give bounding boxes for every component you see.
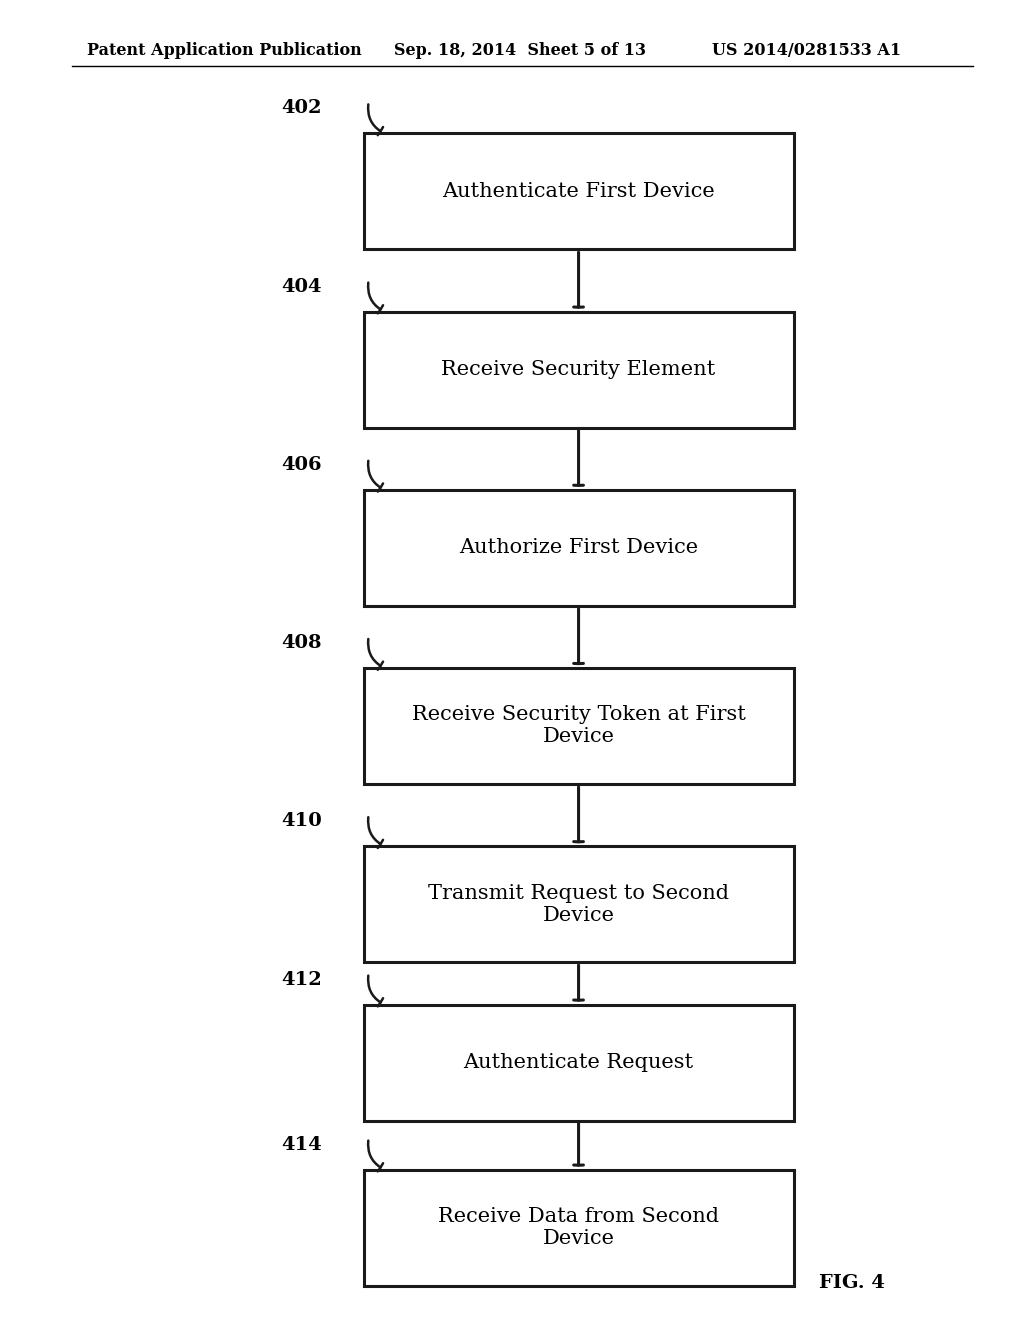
- Text: Receive Security Token at First
Device: Receive Security Token at First Device: [412, 705, 745, 747]
- Bar: [364, 846, 794, 962]
- Text: Authorize First Device: Authorize First Device: [459, 539, 698, 557]
- Bar: [364, 1005, 794, 1121]
- Text: Receive Data from Second
Device: Receive Data from Second Device: [438, 1206, 719, 1249]
- Text: 406: 406: [282, 455, 323, 474]
- Bar: [364, 490, 794, 606]
- Text: Sep. 18, 2014  Sheet 5 of 13: Sep. 18, 2014 Sheet 5 of 13: [394, 42, 646, 58]
- Text: Authenticate Request: Authenticate Request: [464, 1053, 693, 1072]
- Text: 408: 408: [282, 634, 323, 652]
- Text: FIG. 4: FIG. 4: [819, 1274, 885, 1292]
- Bar: [364, 133, 794, 249]
- Text: 404: 404: [282, 277, 323, 296]
- Text: Transmit Request to Second
Device: Transmit Request to Second Device: [428, 883, 729, 925]
- Text: Authenticate First Device: Authenticate First Device: [442, 182, 715, 201]
- Bar: [364, 312, 794, 428]
- Text: US 2014/0281533 A1: US 2014/0281533 A1: [712, 42, 901, 58]
- Text: 410: 410: [282, 812, 323, 830]
- Bar: [364, 668, 794, 784]
- Text: 414: 414: [282, 1135, 323, 1154]
- Text: 402: 402: [282, 99, 323, 117]
- Text: Receive Security Element: Receive Security Element: [441, 360, 716, 379]
- Text: Patent Application Publication: Patent Application Publication: [87, 42, 361, 58]
- Bar: [364, 1170, 794, 1286]
- Text: 412: 412: [282, 970, 323, 989]
